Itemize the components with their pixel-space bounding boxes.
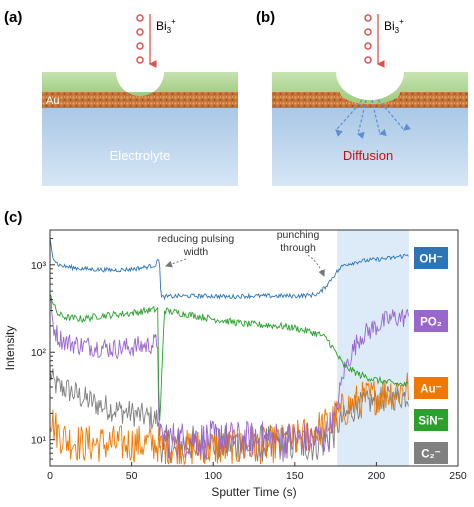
gold-layer <box>42 92 238 108</box>
panel-c-label: (c) <box>4 209 22 226</box>
legend-label: C₂⁻ <box>421 449 441 461</box>
annotation-text: through <box>280 242 316 254</box>
diffusion-label: Diffusion <box>343 148 393 163</box>
series-line-1 <box>49 297 409 460</box>
ion-dot <box>364 42 372 50</box>
x-tick-label: 250 <box>449 470 467 482</box>
shaded-region <box>337 230 410 466</box>
series-line-0 <box>49 237 409 301</box>
ion-dot <box>364 56 372 64</box>
ion-dot <box>136 14 144 22</box>
series-line-4 <box>49 367 409 463</box>
legend-box <box>414 442 448 464</box>
panel-c: (c) 0 50 100 150 200 250 10¹ 10² 10³ Sputter Time… <box>3 209 467 499</box>
series-line-2 <box>49 372 409 466</box>
legend-label: Au⁻ <box>420 384 441 396</box>
panel-b: (b) Diffusion Bi3+ <box>256 9 468 186</box>
ion-label: Bi3+ <box>384 17 404 35</box>
x-tick-label: 100 <box>204 470 222 482</box>
x-tick-label: 0 <box>47 470 53 482</box>
au-label: Au <box>46 95 59 107</box>
x-tick-label: 150 <box>286 470 304 482</box>
ion-dot <box>364 28 372 36</box>
y-tick-label: 10¹ <box>31 435 47 447</box>
legend-box <box>414 310 448 332</box>
legend-label: PO₂ <box>420 317 442 329</box>
ion-beam-a: Bi3+ <box>136 14 176 68</box>
sims-depth-profile-chart: 0 50 100 150 200 250 10¹ 10² 10³ Sputter Time (s)… <box>3 229 467 499</box>
diffusion-arrows <box>335 99 411 139</box>
x-axis-label: Sputter Time (s) <box>211 485 296 499</box>
ion-dot <box>136 42 144 50</box>
panel-a: (a) Au Electrolyte Bi3+ <box>4 9 238 186</box>
series-line-3 <box>49 293 409 421</box>
legend-box <box>414 247 448 269</box>
gold-layer-b <box>272 92 468 108</box>
electrolyte-layer <box>42 108 238 186</box>
annotation-text: width <box>183 246 209 258</box>
ion-dot <box>364 14 372 22</box>
ion-label: Bi3+ <box>156 17 176 35</box>
panel-b-label: (b) <box>256 9 275 26</box>
legend-label: SiN⁻ <box>418 416 443 428</box>
annotation-text: punching <box>277 229 320 241</box>
x-tick-label: 200 <box>368 470 386 482</box>
annotation-arrow <box>165 258 187 268</box>
green-layer-b <box>272 72 468 104</box>
electrolyte-label: Electrolyte <box>110 148 171 163</box>
y-tick-label: 10² <box>31 347 47 359</box>
ion-dot <box>136 56 144 64</box>
electrolyte-layer-b <box>272 108 468 186</box>
ion-dot <box>136 28 144 36</box>
y-tick-label: 10³ <box>31 260 47 272</box>
legend-label: OH⁻ <box>419 254 442 266</box>
plot-frame <box>49 229 459 467</box>
panel-a-label: (a) <box>4 9 22 26</box>
x-tick-label: 50 <box>126 470 138 482</box>
legend-box <box>414 377 448 399</box>
legend-box <box>414 409 448 431</box>
annotation-text: reducing pulsing <box>158 233 235 245</box>
y-axis-label: Intensity <box>3 326 17 371</box>
ion-beam-b: Bi3+ <box>364 14 404 68</box>
annotation-arrow <box>307 254 325 277</box>
green-layer <box>42 72 238 96</box>
